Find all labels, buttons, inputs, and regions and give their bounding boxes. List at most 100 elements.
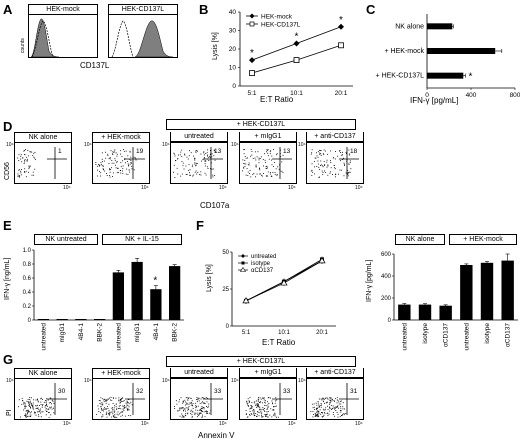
dot [248,405,249,407]
dot [332,405,334,407]
dot [247,174,249,176]
dot [341,154,343,156]
dot [119,401,121,403]
dot [206,152,208,154]
dot [131,165,133,167]
dot [190,397,192,399]
legend-label: HEK-mock [261,13,293,20]
axis-tick-label: 10⁴ [355,185,363,191]
dot [103,401,105,403]
dot [105,399,106,401]
dot [118,413,120,415]
dot [174,408,176,409]
dot [190,152,192,154]
dot [120,398,121,400]
dot-cloud [245,383,292,418]
dot-plot: + mIgG1 33 10⁴ 10⁴ [231,368,297,427]
dot [26,400,28,402]
dot [276,154,277,156]
dot [257,404,259,406]
dot [202,397,204,399]
dot [271,155,273,157]
dot [206,149,208,151]
dot [323,164,325,166]
dot [42,404,44,405]
dot [48,412,50,413]
dot [179,408,181,409]
dot [251,154,253,156]
axis-tick-label: 10⁴ [84,378,92,384]
dot [45,402,47,404]
dot [200,153,202,155]
dot [330,171,331,173]
dot [126,407,128,409]
dot [320,150,322,151]
dot [203,154,205,156]
dot [317,156,319,158]
dot [320,404,322,406]
dot [327,415,329,417]
dot [213,155,215,157]
dot [31,174,33,176]
dot [208,160,210,161]
dot [249,401,251,403]
dot [319,406,320,408]
dot [102,404,104,406]
dot [24,407,26,409]
dot [102,415,104,417]
dot [311,149,313,151]
dot [266,408,268,410]
dot [316,415,318,417]
dot [273,409,275,411]
dot [24,149,26,150]
dot [113,150,115,152]
dot [130,156,132,158]
dot [330,402,332,404]
dot [214,151,216,153]
dot [246,416,248,418]
dot [203,402,205,404]
dot [316,404,318,406]
category-label: untreated [40,323,47,351]
dot [194,412,196,414]
dot [214,159,216,161]
dot [17,173,19,175]
dot [271,400,273,402]
dot [261,175,263,177]
dot [26,176,27,178]
dot [107,153,109,155]
dot [325,407,327,409]
dot [114,159,116,161]
dot [31,151,33,153]
dot [259,169,261,171]
dot [320,403,322,405]
y-tick-label: 30 [229,28,237,35]
dot [122,414,123,416]
dot [114,149,116,151]
dot [318,412,320,414]
dot [113,415,115,417]
dot [24,402,26,404]
dot [319,152,321,154]
dot [189,402,191,404]
dot [107,408,109,410]
dot [124,407,126,409]
dot [339,150,340,152]
dot [112,176,113,177]
dot [340,415,342,417]
dot [253,402,255,404]
dot [317,163,319,165]
dot [133,156,135,158]
dot [98,400,100,401]
dot [261,414,262,416]
dot [340,411,342,413]
dot [251,408,253,409]
dot [118,399,120,401]
dot [193,174,195,176]
dot [327,165,329,167]
dot [118,408,120,409]
dot [43,401,45,403]
dot [125,406,127,408]
dot [117,171,119,173]
histogram-hek-mock: HEK-mock [28,4,98,58]
